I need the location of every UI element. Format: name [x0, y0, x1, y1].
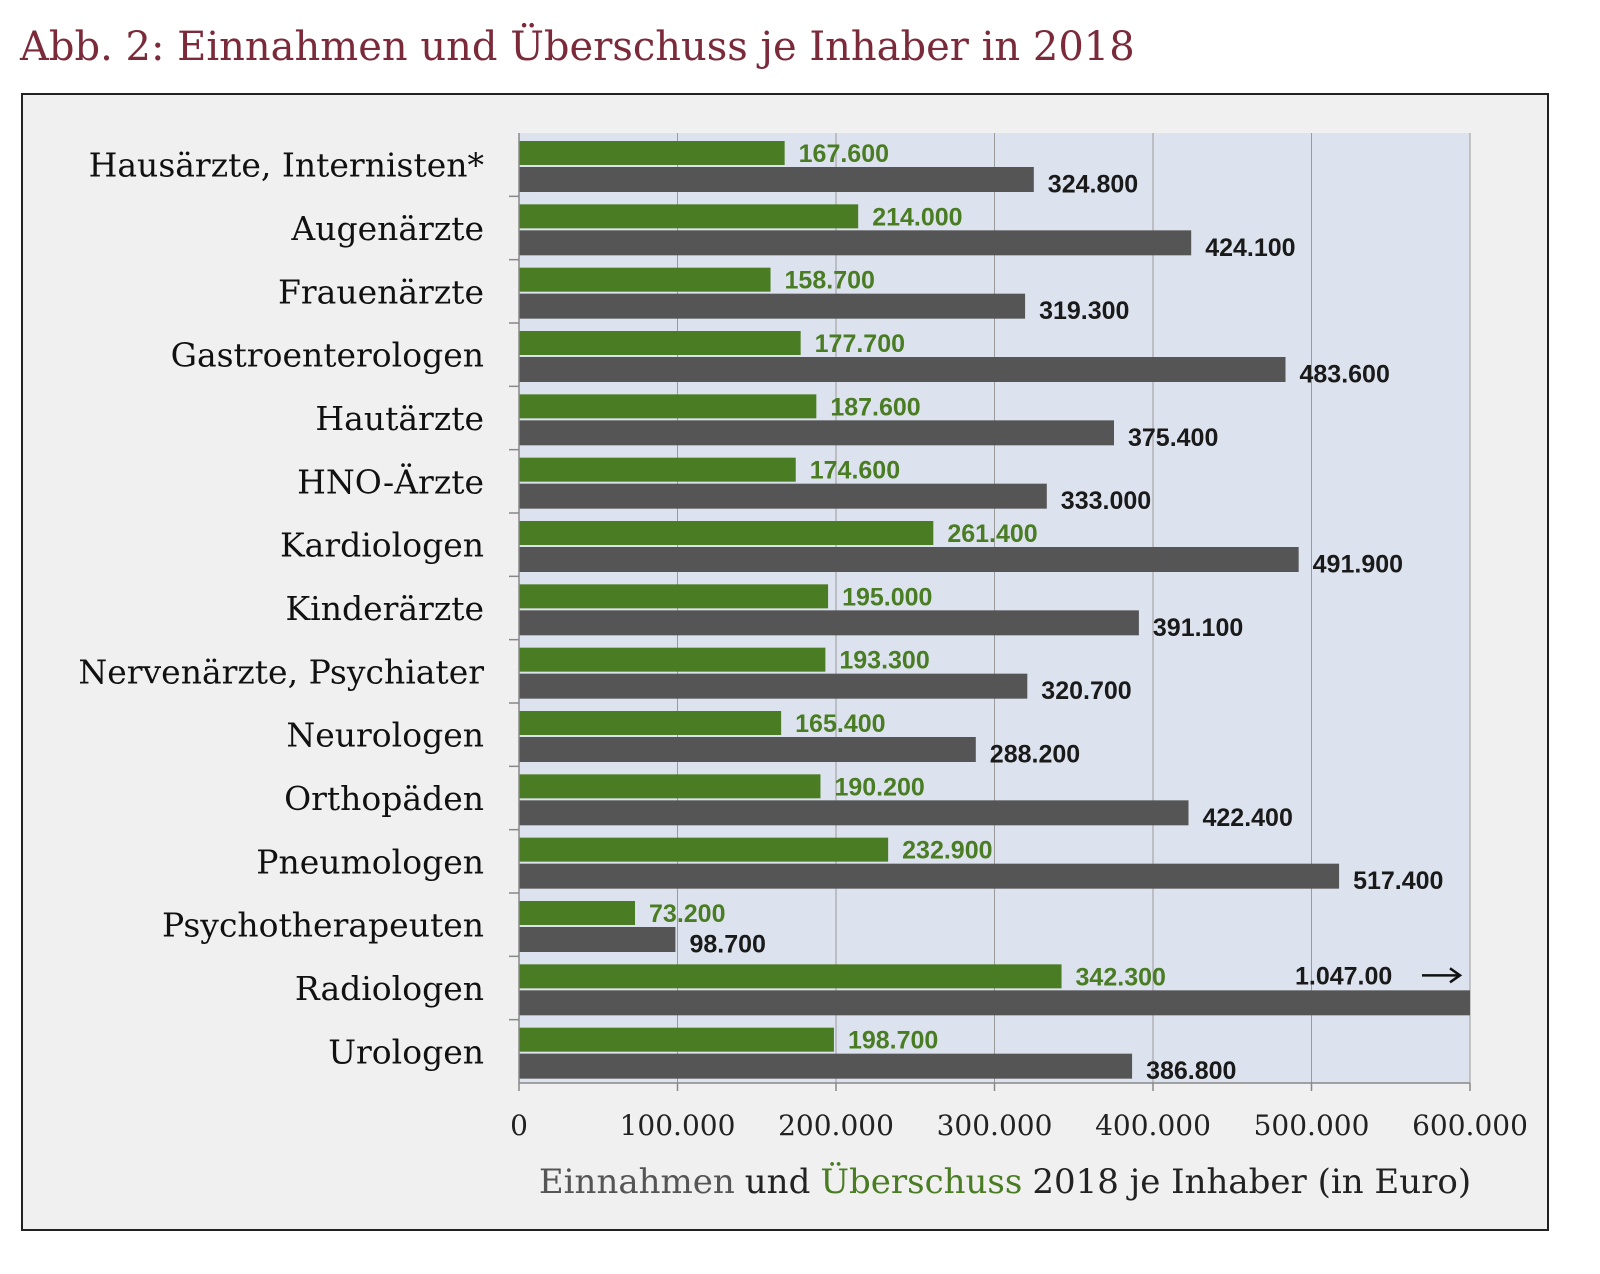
- data-label: 232.900: [902, 837, 992, 865]
- bar: [519, 673, 1028, 699]
- bar: [519, 394, 817, 419]
- bar: [519, 204, 859, 229]
- data-label: 375.400: [1128, 424, 1218, 452]
- data-label: 98.700: [689, 931, 765, 959]
- bar: [519, 990, 1470, 1016]
- data-label: 288.200: [990, 741, 1080, 769]
- x-tick-label: 300.000: [937, 1109, 1053, 1142]
- bar: [519, 774, 821, 799]
- bar: [519, 457, 796, 482]
- y-tick-label: Orthopäden: [284, 779, 484, 818]
- x-axis-label: Einnahmen und Überschuss 2018 je Inhaber (i…: [539, 1161, 1471, 1202]
- data-label: 386.800: [1146, 1057, 1236, 1085]
- x-label-part: und: [745, 1162, 811, 1202]
- bar: [519, 167, 1034, 192]
- bar: [519, 964, 1062, 989]
- data-label: 424.100: [1205, 234, 1295, 262]
- y-tick-label: Neurologen: [286, 716, 484, 755]
- bar: [519, 711, 782, 735]
- data-label: 167.600: [799, 140, 889, 168]
- bar: [519, 420, 1115, 446]
- y-tick-label: Hausärzte, Internisten*: [89, 146, 484, 185]
- overflow-arrow-head: [1449, 967, 1463, 984]
- data-label: 333.000: [1061, 487, 1151, 515]
- y-tick-label: Pneumologen: [256, 842, 484, 881]
- bar: [519, 901, 636, 925]
- bar: [519, 610, 1139, 636]
- bar: [519, 863, 1340, 889]
- x-label-part: Überschuss: [820, 1161, 1022, 1202]
- bar: [519, 584, 829, 609]
- y-tick-label: Augenärzte: [290, 209, 484, 248]
- y-tick-label: Frauenärzte: [278, 272, 484, 311]
- x-tick-label: 200.000: [778, 1109, 894, 1142]
- data-label: 158.700: [785, 267, 875, 295]
- y-tick-label: Kinderärzte: [285, 589, 484, 628]
- y-tick-label: Radiologen: [295, 969, 484, 1008]
- bar: [519, 800, 1189, 826]
- data-label: 174.600: [810, 457, 900, 485]
- y-tick-label: Hautärzte: [315, 399, 484, 438]
- data-label: 190.200: [834, 773, 924, 801]
- y-tick-label: Urologen: [328, 1032, 484, 1071]
- bar: [519, 230, 1192, 256]
- bar: [519, 837, 889, 862]
- data-label: 177.700: [815, 330, 905, 358]
- x-tick-label: 500.000: [1254, 1109, 1370, 1142]
- y-tick-label: HNO-Ärzte: [297, 462, 484, 501]
- data-label: 214.000: [872, 203, 962, 231]
- bar: [519, 331, 801, 355]
- bar: [519, 547, 1299, 572]
- bar: [519, 267, 771, 292]
- bar: [519, 521, 934, 545]
- data-label: 73.200: [649, 900, 725, 928]
- chart-title: Abb. 2: Einnahmen und Überschuss je Inha…: [19, 23, 1135, 70]
- x-tick-label: 0: [510, 1109, 528, 1142]
- x-tick-label: 100.000: [620, 1109, 736, 1142]
- y-tick-label: Nervenärzte, Psychiater: [78, 652, 484, 691]
- data-label: 391.100: [1153, 614, 1243, 642]
- data-label: 342.300: [1076, 963, 1166, 991]
- x-label-part: Einnahmen: [539, 1162, 735, 1202]
- data-label: 517.400: [1353, 867, 1443, 895]
- x-label-part: 2018 je Inhaber (in Euro): [1032, 1162, 1471, 1202]
- y-tick-label: Gastroenterologen: [171, 336, 484, 375]
- bar: [519, 737, 976, 762]
- bar: [519, 141, 785, 165]
- y-tick-label: Kardiologen: [280, 526, 484, 565]
- bar: [519, 357, 1286, 382]
- data-label: 187.600: [830, 393, 920, 421]
- data-label: 193.300: [839, 647, 929, 675]
- data-label: 422.400: [1203, 804, 1293, 832]
- bar: [519, 483, 1047, 509]
- bar: [519, 1027, 834, 1052]
- data-label: 319.300: [1039, 297, 1129, 325]
- bar: [519, 647, 826, 672]
- data-label: 483.600: [1300, 361, 1390, 389]
- x-tick-label: 600.000: [1412, 1109, 1528, 1142]
- bar: [519, 293, 1026, 319]
- y-tick-label: Psychotherapeuten: [162, 906, 484, 945]
- data-label: 261.400: [947, 520, 1037, 548]
- data-label: 324.800: [1048, 171, 1138, 199]
- data-label: 195.000: [842, 583, 932, 611]
- data-label: 491.900: [1313, 551, 1403, 579]
- data-label: 165.400: [795, 710, 885, 738]
- data-label: 320.700: [1041, 677, 1131, 705]
- data-label: 198.700: [848, 1027, 938, 1055]
- data-label: 1.047.00: [1295, 962, 1392, 990]
- bar: [519, 927, 676, 952]
- bar: [519, 1053, 1133, 1079]
- x-tick-label: 400.000: [1095, 1109, 1211, 1142]
